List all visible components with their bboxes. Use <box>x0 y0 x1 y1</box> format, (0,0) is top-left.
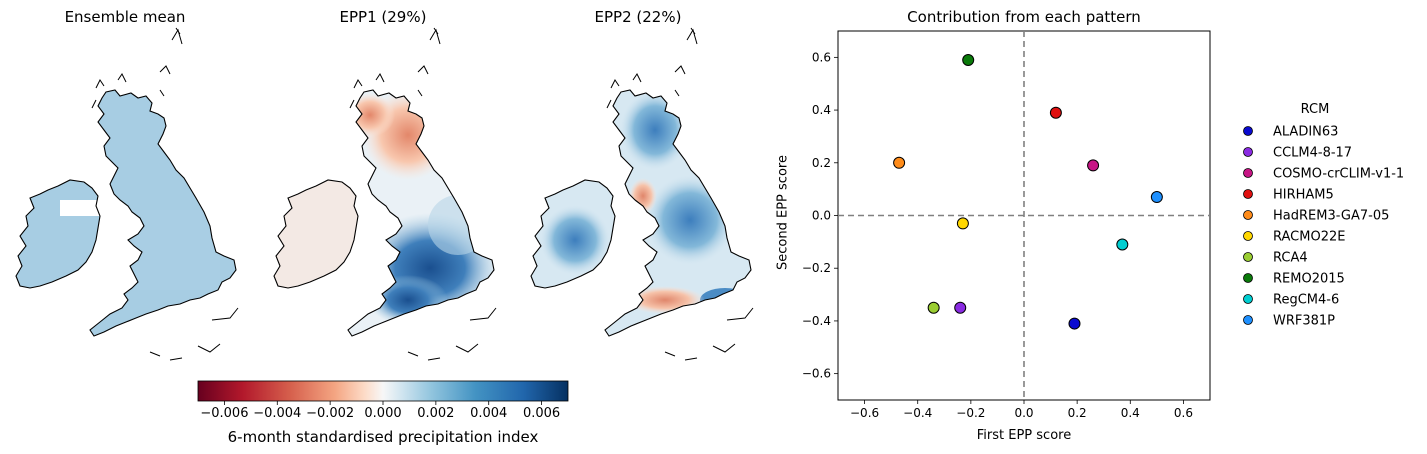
legend-marker <box>1243 168 1253 178</box>
map-title-ensemble-mean: Ensemble mean <box>64 8 186 26</box>
map-title-epp2: EPP2 (22%) <box>594 8 682 26</box>
colorbar-tick-label: −0.004 <box>253 406 301 421</box>
legend-label: RCA4 <box>1273 251 1308 266</box>
point-regcm4-6 <box>1116 238 1129 251</box>
point-rca4 <box>927 301 940 314</box>
legend-title: RCM <box>1300 102 1330 117</box>
point-racmo22e <box>956 217 969 230</box>
legend-marker <box>1243 315 1253 325</box>
colorbar-label: 6-month standardised precipitation index <box>227 428 539 446</box>
y-axis-ticks: −0.6 −0.4 −0.2 0.0 0.2 0.4 0.6 <box>802 50 838 381</box>
y-tick-label: 0.6 <box>812 50 831 64</box>
chart-title: Contribution from each pattern <box>907 8 1141 26</box>
x-tick-label: −0.6 <box>850 406 879 420</box>
legend-marker <box>1243 231 1253 241</box>
y-tick-label: −0.4 <box>802 314 831 328</box>
y-tick-label: 0.4 <box>812 103 831 117</box>
y-tick-label: −0.6 <box>802 367 831 381</box>
x-axis-label: First EPP score <box>976 428 1072 443</box>
legend-label: HIRHAM5 <box>1273 188 1334 203</box>
x-tick-label: −0.2 <box>956 406 985 420</box>
colorbar-tick-label: 0.000 <box>364 406 401 421</box>
x-tick-label: 0.4 <box>1121 406 1140 420</box>
x-axis-ticks: −0.6 −0.4 −0.2 0.0 0.2 0.4 0.6 <box>850 400 1193 420</box>
maps-area: −0.006 −0.004 −0.002 0.000 0.002 0.004 0.006 <box>15 27 754 421</box>
y-tick-label: −0.2 <box>802 261 831 275</box>
legend-label: RegCM4-6 <box>1273 293 1339 308</box>
point-cclm4-8-17 <box>954 301 967 314</box>
legend-marker <box>1243 273 1253 283</box>
point-hirham5 <box>1049 106 1062 119</box>
colorbar-tick-label: 0.004 <box>470 406 507 421</box>
legend-label: HadREM3-GA7-05 <box>1273 209 1389 224</box>
colorbar-tick-label: −0.006 <box>200 406 248 421</box>
x-tick-label: 0.6 <box>1174 406 1193 420</box>
y-tick-label: 0.2 <box>812 156 831 170</box>
legend-marker <box>1243 210 1253 220</box>
legend-label: COSMO-crCLIM-v1-1 <box>1273 167 1404 182</box>
legend-label: RACMO22E <box>1273 230 1345 245</box>
point-hadrem3-ga7-05 <box>893 156 906 169</box>
x-tick-label: −0.4 <box>903 406 932 420</box>
x-tick-label: 0.2 <box>1068 406 1087 420</box>
y-tick-label: 0.0 <box>812 209 831 223</box>
legend-marker <box>1243 126 1253 136</box>
map-title-epp1: EPP1 (29%) <box>339 8 427 26</box>
legend-marker <box>1243 252 1253 262</box>
legend-marker <box>1243 294 1253 304</box>
data-points <box>893 53 1163 330</box>
x-tick-label: 0.0 <box>1014 406 1033 420</box>
legend: ALADIN63 CCLM4-8-17 COSMO-crCLIM-v1-1 HIRHA… <box>1243 125 1404 329</box>
legend-label: CCLM4-8-17 <box>1273 146 1352 161</box>
point-wrf381p <box>1150 191 1163 204</box>
colorbar-ticks: −0.006 −0.004 −0.002 0.000 0.002 0.004 0.006 <box>200 401 560 421</box>
legend-marker <box>1243 147 1253 157</box>
point-aladin63 <box>1068 317 1081 330</box>
legend-label: REMO2015 <box>1273 272 1345 287</box>
legend-marker <box>1243 189 1253 199</box>
legend-label: WRF381P <box>1273 314 1335 329</box>
y-axis-label: Second EPP score <box>775 155 791 270</box>
legend-label: ALADIN63 <box>1273 125 1338 140</box>
reference-lines <box>838 31 1210 400</box>
colorbar-tick-label: −0.002 <box>306 406 354 421</box>
point-cosmo-crclim-v1-1 <box>1087 159 1100 172</box>
colorbar-tick-label: 0.006 <box>523 406 560 421</box>
point-remo2015 <box>962 53 975 66</box>
colorbar-tick-label: 0.002 <box>417 406 454 421</box>
